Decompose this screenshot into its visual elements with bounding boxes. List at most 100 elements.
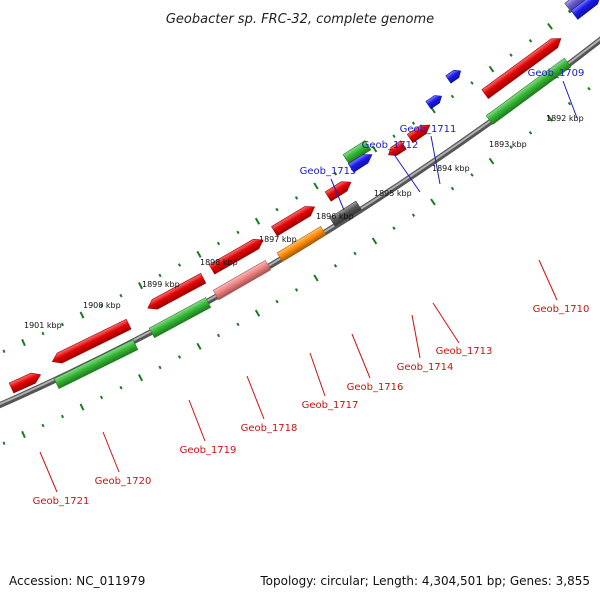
scale-label: 1894 kbp: [432, 164, 470, 173]
leader-line: [351, 333, 371, 379]
gene-label-geob-1715[interactable]: Geob_1715: [300, 166, 357, 177]
inner-scale-tick: [430, 198, 436, 206]
leader-line: [309, 352, 326, 397]
gene-label-geob-1711[interactable]: Geob_1711: [400, 124, 457, 135]
gene-label-geob-1713[interactable]: Geob_1713: [436, 346, 493, 357]
inner-scale-tick: [177, 355, 182, 359]
genome-summary-text: Topology: circular; Length: 4,304,501 bp…: [260, 574, 590, 588]
inner-scale-tick: [275, 299, 279, 304]
inner-scale-tick: [488, 157, 495, 165]
leader-line: [330, 178, 345, 211]
scale-labels: 1892 kbp 1893 kbp 1894 kbp 1895 kbp 1896 kbp…: [24, 114, 584, 330]
outer-scale-tick: [313, 182, 319, 190]
feature-geob-1716-gray[interactable]: [329, 200, 362, 227]
inner-scale-tick: [371, 237, 378, 245]
inner-scale-tick: [236, 322, 240, 327]
leader-line: [432, 302, 460, 344]
outer-scale-tick: [392, 134, 396, 138]
outer-scale-tick: [488, 65, 495, 73]
leader-line: [188, 399, 206, 442]
inner-scale-tick: [470, 173, 474, 177]
leader-line: [102, 431, 120, 473]
inner-scale-tick: [60, 414, 65, 419]
gene-label-geob-1718[interactable]: Geob_1718: [241, 423, 298, 434]
map-title: Geobacter sp. FRC-32, complete genome: [166, 12, 434, 27]
feature-geob-1710[interactable]: [485, 57, 572, 125]
feature-geob-1714[interactable]: [386, 140, 407, 159]
inner-scale-tick: [41, 423, 45, 428]
feature-geob-1709[interactable]: [564, 0, 600, 13]
feature-geob-1720-green[interactable]: [53, 339, 139, 390]
gene-label-geob-1720[interactable]: Geob_1720: [95, 476, 152, 487]
feature-geob-1716[interactable]: [324, 177, 354, 202]
inner-scale-tick: [392, 226, 396, 230]
inner-scale-tick: [353, 251, 357, 256]
feature-geob-1721[interactable]: [8, 370, 43, 394]
scale-label: 1899 kbp: [142, 280, 180, 289]
scale-label: 1901 kbp: [24, 321, 62, 330]
gene-label-geob-1712[interactable]: Geob_1712: [362, 140, 419, 151]
inner-scale-tick: [158, 365, 162, 370]
gene-label-geob-1721[interactable]: Geob_1721: [33, 496, 90, 507]
gene-label-geob-1714[interactable]: Geob_1714: [397, 362, 454, 373]
outer-scale-tick: [60, 322, 65, 327]
feature-geob-1719[interactable]: [145, 273, 207, 313]
outer-scale-tick: [99, 303, 104, 308]
gene-label-geob-1717[interactable]: Geob_1717: [302, 400, 359, 411]
inner-scale-tick: [254, 309, 261, 317]
inner-scale-tick: [2, 441, 6, 446]
outer-scale-tick: [333, 172, 338, 176]
outer-scale-tick: [547, 22, 553, 30]
accession-text: Accession: NC_011979: [9, 574, 146, 588]
feature-geob-1715[interactable]: [342, 140, 372, 165]
feature-geob-1717[interactable]: [271, 202, 318, 237]
gene-label-geob-1709[interactable]: Geob_1709: [528, 68, 585, 79]
feature-geob-1718-pink[interactable]: [212, 259, 272, 301]
inner-scale-tick: [450, 186, 455, 191]
scale-label: 1897 kbp: [259, 235, 297, 244]
leader-line: [411, 314, 421, 359]
outer-scale-tick: [509, 53, 513, 57]
outer-scale-tick: [79, 311, 85, 319]
feature-geob-1717-orange[interactable]: [276, 225, 327, 262]
outer-scale-tick: [177, 263, 182, 267]
outer-scale-tick: [470, 81, 474, 85]
scale-ticks: [2, 9, 591, 446]
inner-scale-tick: [547, 114, 553, 122]
gene-label-geob-1710[interactable]: Geob_1710: [533, 304, 590, 315]
outer-scale-tick: [411, 121, 416, 125]
inner-scale-tick: [509, 145, 513, 149]
inner-scale-tick: [294, 288, 299, 292]
inner-scale-tick: [119, 385, 123, 390]
inner-scale-tick: [587, 86, 591, 91]
feature-geob-1713[interactable]: [406, 121, 432, 144]
gene-features: [8, 0, 600, 394]
outer-scale-tick: [294, 196, 299, 200]
feature-geob-1720[interactable]: [50, 318, 132, 366]
scale-label: 1896 kbp: [316, 212, 354, 221]
feature-geob-1712[interactable]: [425, 92, 444, 110]
feature-geob-1711[interactable]: [445, 67, 463, 84]
leader-line: [430, 135, 441, 185]
gene-label-geob-1719[interactable]: Geob_1719: [180, 445, 237, 456]
scale-label: 1893 kbp: [489, 140, 527, 149]
feature-geob-1718[interactable]: [208, 235, 266, 275]
outer-scale-tick: [41, 331, 45, 336]
gene-labels: Geob_1709 Geob_1710 Geob_1711 Geob_1712 Geob…: [33, 68, 590, 507]
feature-geob-1719-green[interactable]: [148, 297, 212, 339]
outer-scale-tick: [216, 241, 221, 246]
outer-scale-tick: [371, 145, 378, 153]
feature-geob-1710-red[interactable]: [481, 34, 564, 99]
label-leaders: [39, 80, 578, 493]
inner-scale-tick: [567, 101, 572, 106]
gene-label-geob-1716[interactable]: Geob_1716: [347, 382, 404, 393]
feature-geob-1709-blue[interactable]: [570, 0, 600, 20]
inner-scale-tick: [411, 213, 416, 217]
inner-scale-tick: [99, 395, 104, 400]
outer-scale-tick: [254, 217, 261, 225]
inner-scale-tick: [196, 342, 202, 350]
scale-label: 1900 kbp: [83, 301, 121, 310]
feature-geob-1715-blue[interactable]: [347, 150, 374, 173]
leader-line: [562, 80, 578, 119]
inner-scale-tick: [333, 264, 338, 268]
